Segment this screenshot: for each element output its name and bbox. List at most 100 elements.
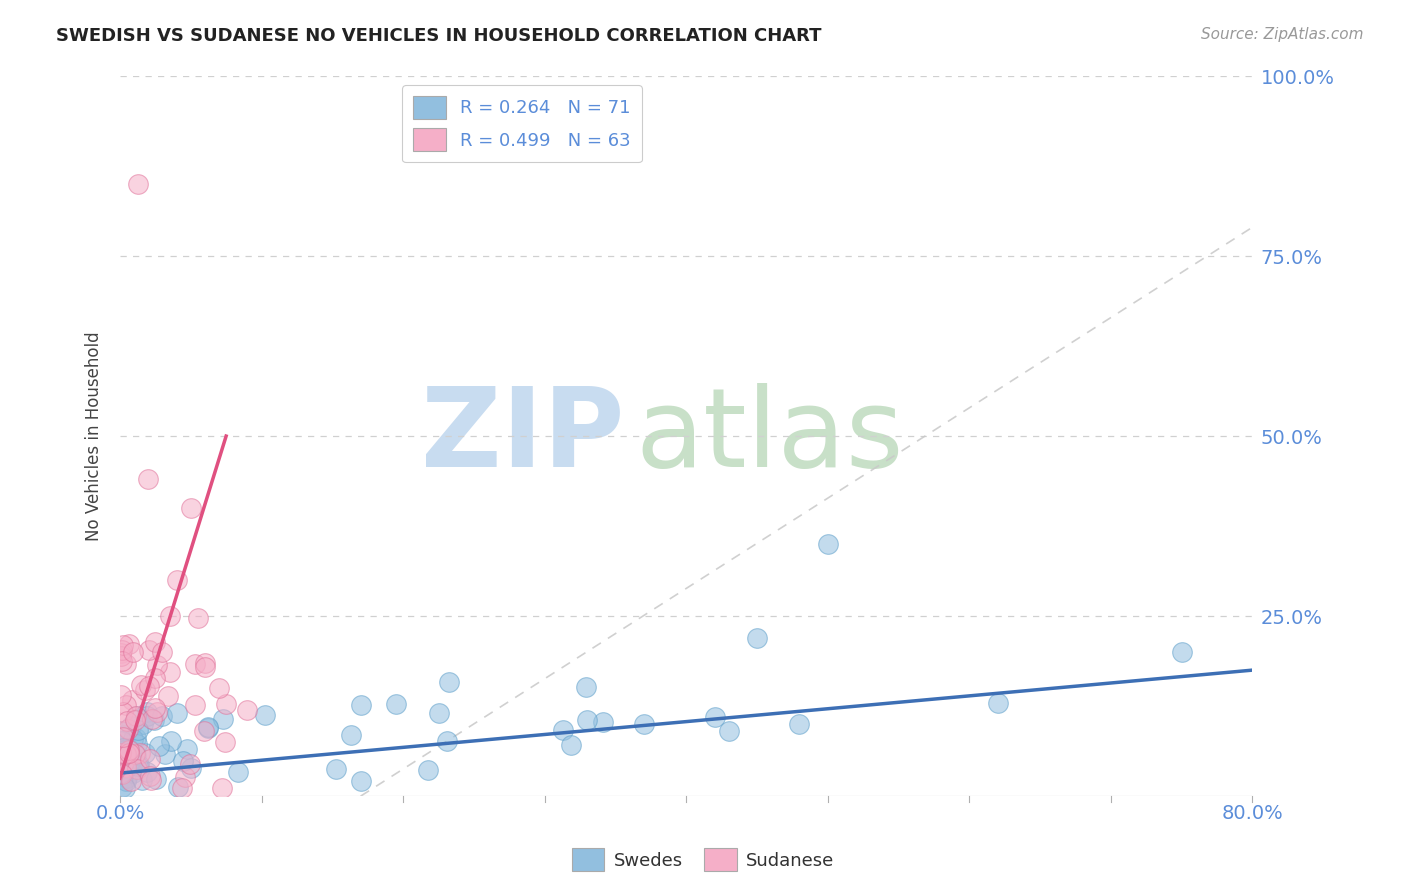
Point: [194, 656, 217, 670]
Point: [180, 761, 202, 775]
Point: [1170, 645, 1192, 659]
Legend: R = 0.264   N = 71, R = 0.499   N = 63: R = 0.264 N = 71, R = 0.499 N = 63: [402, 85, 641, 162]
Point: [111, 643, 134, 657]
Point: [145, 772, 167, 786]
Point: [110, 766, 132, 780]
Point: [111, 724, 134, 739]
Point: [131, 773, 153, 788]
Point: [117, 740, 139, 755]
Point: [176, 742, 198, 756]
Point: [143, 700, 166, 714]
Point: [117, 722, 139, 736]
Point: [187, 611, 209, 625]
Point: [114, 780, 136, 795]
Point: [136, 472, 159, 486]
Point: [166, 573, 188, 587]
Point: [112, 706, 135, 720]
Point: [125, 748, 148, 763]
Point: [384, 697, 406, 711]
Point: [197, 720, 219, 734]
Point: [987, 696, 1010, 710]
Point: [436, 734, 458, 748]
Point: [817, 537, 839, 551]
Point: [115, 657, 138, 671]
Point: [134, 746, 156, 760]
Point: [560, 738, 582, 752]
Point: [111, 730, 134, 744]
Point: [125, 709, 148, 723]
Point: [111, 638, 134, 652]
Point: [135, 705, 157, 719]
Point: [143, 672, 166, 686]
Point: [236, 703, 259, 717]
Point: [127, 177, 149, 191]
Point: [633, 717, 655, 731]
Point: [170, 780, 193, 795]
Point: [111, 733, 134, 747]
Point: [179, 756, 201, 771]
Point: [121, 766, 143, 780]
Point: [350, 698, 373, 712]
Legend: Swedes, Sudanese: Swedes, Sudanese: [565, 841, 841, 879]
Point: [138, 679, 160, 693]
Point: [120, 754, 142, 768]
Point: [136, 764, 159, 779]
Point: [703, 710, 725, 724]
Point: [117, 752, 139, 766]
Point: [145, 657, 167, 672]
Point: [551, 723, 574, 737]
Point: [226, 765, 249, 780]
Point: [575, 680, 598, 694]
Point: [127, 723, 149, 737]
Point: [118, 746, 141, 760]
Point: [172, 754, 194, 768]
Point: [111, 741, 134, 756]
Point: [138, 643, 160, 657]
Point: [159, 609, 181, 624]
Point: [194, 659, 217, 673]
Point: [174, 770, 197, 784]
Point: [111, 766, 134, 780]
Point: [110, 747, 132, 761]
Point: [180, 501, 202, 516]
Point: [214, 735, 236, 749]
Point: [111, 780, 134, 794]
Point: [193, 724, 215, 739]
Point: [152, 645, 174, 659]
Point: [745, 631, 768, 645]
Point: [110, 646, 132, 660]
Point: [118, 743, 141, 757]
Point: [110, 688, 132, 702]
Point: [167, 780, 190, 794]
Point: [576, 713, 599, 727]
Point: [150, 709, 173, 723]
Point: [166, 706, 188, 721]
Point: [592, 715, 614, 730]
Point: [110, 648, 132, 663]
Point: [115, 772, 138, 786]
Point: [121, 693, 143, 707]
Point: [127, 758, 149, 772]
Point: [111, 654, 134, 668]
Text: SWEDISH VS SUDANESE NO VEHICLES IN HOUSEHOLD CORRELATION CHART: SWEDISH VS SUDANESE NO VEHICLES IN HOUSE…: [56, 27, 821, 45]
Point: [112, 764, 135, 779]
Point: [429, 706, 451, 720]
Point: [143, 635, 166, 649]
Point: [134, 682, 156, 697]
Point: [211, 780, 233, 795]
Point: [253, 707, 276, 722]
Text: ZIP: ZIP: [420, 383, 624, 490]
Point: [208, 681, 231, 695]
Point: [128, 758, 150, 772]
Point: [115, 759, 138, 773]
Point: [115, 714, 138, 728]
Point: [112, 728, 135, 742]
Point: [131, 678, 153, 692]
Point: [114, 747, 136, 761]
Point: [159, 734, 181, 748]
Point: [115, 774, 138, 789]
Point: [124, 714, 146, 728]
Point: [120, 719, 142, 733]
Point: [139, 769, 162, 783]
Point: [197, 721, 219, 735]
